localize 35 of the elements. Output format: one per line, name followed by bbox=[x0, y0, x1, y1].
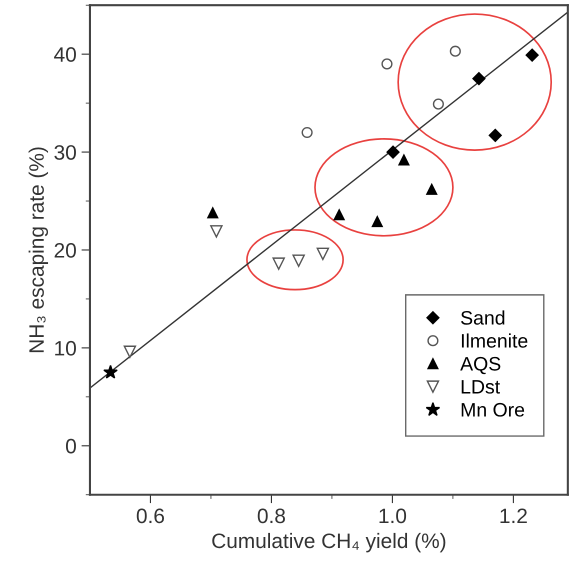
point bbox=[432, 98, 444, 110]
point bbox=[334, 209, 345, 220]
point bbox=[302, 126, 313, 138]
legend-label: Mn Ore bbox=[462, 402, 524, 417]
point bbox=[488, 128, 502, 142]
point bbox=[472, 72, 486, 86]
point bbox=[292, 254, 305, 267]
point bbox=[316, 248, 330, 260]
point bbox=[426, 184, 438, 195]
y-tick-label: 20 bbox=[54, 242, 76, 258]
y-tick-label: 0 bbox=[66, 438, 76, 454]
legend-label: Ilmenite bbox=[462, 333, 528, 348]
point bbox=[124, 346, 136, 358]
point bbox=[381, 58, 393, 70]
legend-label: Sand bbox=[461, 310, 504, 325]
point bbox=[450, 46, 461, 57]
x-tick-label: 1.0 bbox=[380, 508, 406, 524]
x-tick-label: 0.6 bbox=[136, 508, 164, 524]
x-axis-title: Cumulative CH₄ yield (%) bbox=[212, 532, 446, 552]
point bbox=[398, 154, 410, 166]
point bbox=[272, 257, 285, 270]
point bbox=[207, 207, 218, 218]
x-tick-label: 0.8 bbox=[258, 508, 286, 524]
x-tick-label: 1.2 bbox=[500, 508, 527, 524]
point bbox=[372, 216, 383, 228]
y-tick-label: 30 bbox=[54, 145, 76, 160]
point bbox=[526, 48, 539, 62]
point bbox=[210, 225, 223, 238]
legend-label: LDst bbox=[462, 380, 500, 394]
y-tick-label: 40 bbox=[54, 47, 76, 62]
y-axis-title: NH₃ escaping rate (%) bbox=[28, 147, 48, 352]
point bbox=[103, 364, 118, 379]
point bbox=[386, 145, 400, 159]
legend-label: AQS bbox=[460, 356, 500, 374]
y-tick-label: 10 bbox=[55, 340, 76, 356]
